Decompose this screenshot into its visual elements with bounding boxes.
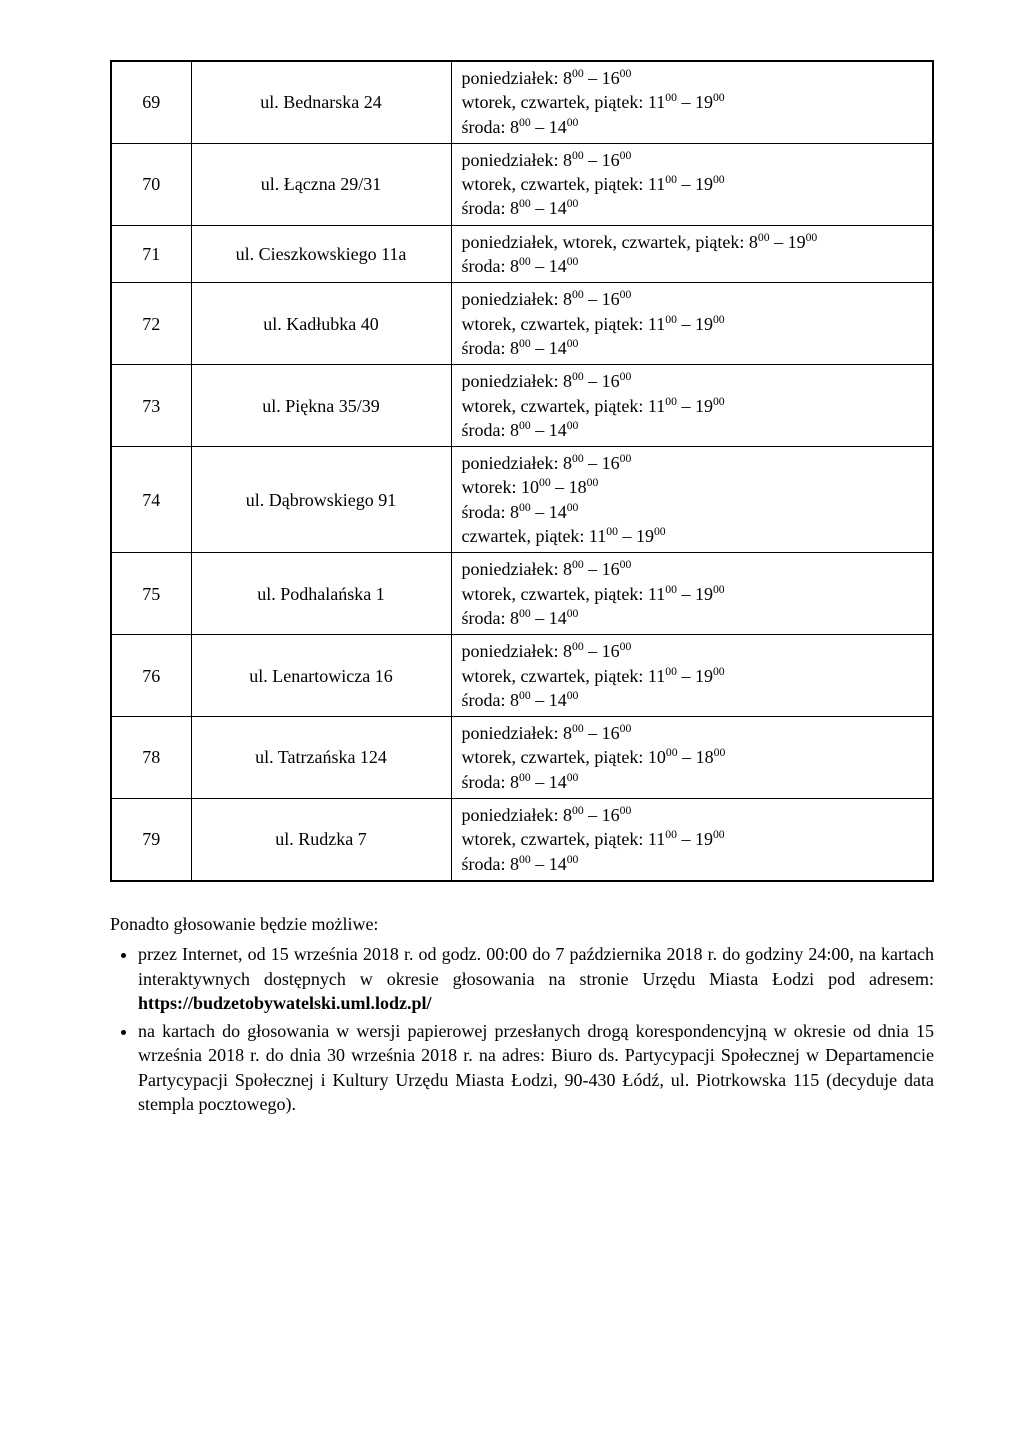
row-number: 70 [111, 143, 191, 225]
footer-bullets: przez Internet, od 15 września 2018 r. o… [110, 942, 934, 1116]
list-item: na kartach do głosowania w wersji papier… [138, 1019, 934, 1116]
table-row: 76ul. Lenartowicza 16poniedziałek: 800 –… [111, 635, 933, 717]
table-row: 73ul. Piękna 35/39poniedziałek: 800 – 16… [111, 365, 933, 447]
row-address: ul. Piękna 35/39 [191, 365, 451, 447]
row-schedule: poniedziałek: 800 – 1600wtorek, czwartek… [451, 61, 933, 143]
row-schedule: poniedziałek: 800 – 1600wtorek, czwartek… [451, 143, 933, 225]
row-number: 79 [111, 799, 191, 881]
table-row: 79ul. Rudzka 7poniedziałek: 800 – 1600wt… [111, 799, 933, 881]
row-address: ul. Dąbrowskiego 91 [191, 447, 451, 553]
footer-intro: Ponadto głosowanie będzie możliwe: [110, 912, 934, 936]
row-schedule: poniedziałek: 800 – 1600wtorek, czwartek… [451, 553, 933, 635]
row-number: 75 [111, 553, 191, 635]
footer-text: Ponadto głosowanie będzie możliwe: przez… [110, 912, 934, 1116]
row-address: ul. Podhalańska 1 [191, 553, 451, 635]
row-address: ul. Tatrzańska 124 [191, 717, 451, 799]
table-row: 71ul. Cieszkowskiego 11aponiedziałek, wt… [111, 225, 933, 283]
list-item: przez Internet, od 15 września 2018 r. o… [138, 942, 934, 1015]
row-schedule: poniedziałek: 800 – 1600wtorek, czwartek… [451, 635, 933, 717]
row-number: 71 [111, 225, 191, 283]
schedule-table: 69ul. Bednarska 24poniedziałek: 800 – 16… [110, 60, 934, 882]
table-row: 78ul. Tatrzańska 124poniedziałek: 800 – … [111, 717, 933, 799]
row-number: 73 [111, 365, 191, 447]
row-address: ul. Bednarska 24 [191, 61, 451, 143]
table-row: 69ul. Bednarska 24poniedziałek: 800 – 16… [111, 61, 933, 143]
row-number: 74 [111, 447, 191, 553]
row-address: ul. Cieszkowskiego 11a [191, 225, 451, 283]
row-address: ul. Lenartowicza 16 [191, 635, 451, 717]
table-row: 74ul. Dąbrowskiego 91poniedziałek: 800 –… [111, 447, 933, 553]
row-schedule: poniedziałek: 800 – 1600wtorek, czwartek… [451, 365, 933, 447]
row-number: 72 [111, 283, 191, 365]
row-schedule: poniedziałek: 800 – 1600wtorek, czwartek… [451, 799, 933, 881]
table-row: 70ul. Łączna 29/31poniedziałek: 800 – 16… [111, 143, 933, 225]
table-row: 75ul. Podhalańska 1poniedziałek: 800 – 1… [111, 553, 933, 635]
row-schedule: poniedziałek, wtorek, czwartek, piątek: … [451, 225, 933, 283]
row-schedule: poniedziałek: 800 – 1600wtorek, czwartek… [451, 283, 933, 365]
row-number: 69 [111, 61, 191, 143]
row-address: ul. Kadłubka 40 [191, 283, 451, 365]
table-row: 72ul. Kadłubka 40poniedziałek: 800 – 160… [111, 283, 933, 365]
row-address: ul. Łączna 29/31 [191, 143, 451, 225]
row-address: ul. Rudzka 7 [191, 799, 451, 881]
row-schedule: poniedziałek: 800 – 1600wtorek, czwartek… [451, 717, 933, 799]
row-number: 78 [111, 717, 191, 799]
row-number: 76 [111, 635, 191, 717]
row-schedule: poniedziałek: 800 – 1600wtorek: 1000 – 1… [451, 447, 933, 553]
